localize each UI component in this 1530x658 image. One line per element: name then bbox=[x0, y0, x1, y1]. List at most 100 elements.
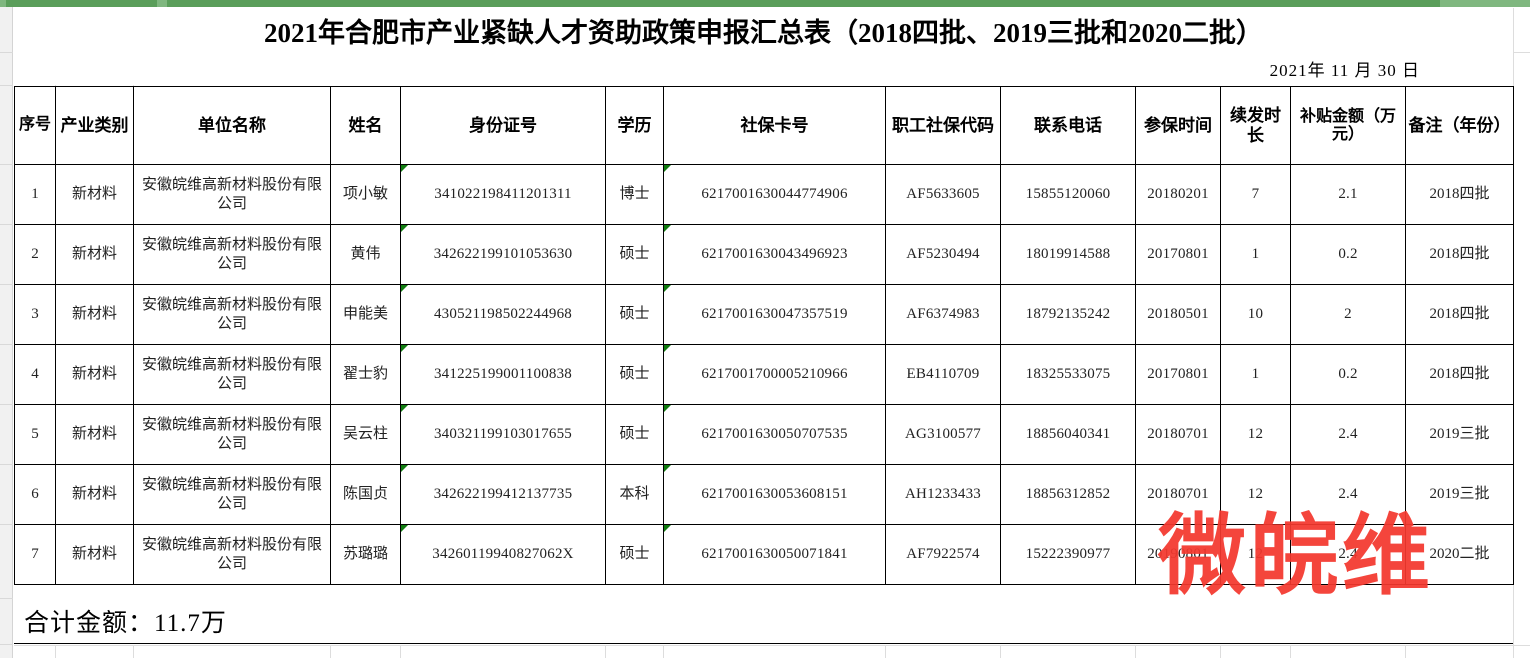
total-row: 合计金额：11.7万 bbox=[14, 598, 1513, 644]
cell-name: 申能美 bbox=[330, 284, 401, 345]
cell-industry: 新材料 bbox=[55, 284, 134, 345]
cell-duration: 10 bbox=[1220, 284, 1291, 345]
cell-insured-date: 20180201 bbox=[1135, 164, 1221, 225]
cell-phone: 18019914588 bbox=[1000, 224, 1136, 285]
cell-amount: 2.4 bbox=[1290, 404, 1406, 465]
report-title-cell: 2021年合肥市产业紧缺人才资助政策申报汇总表（2018四批、2019三批和20… bbox=[14, 8, 1513, 52]
cell-seq: 7 bbox=[14, 524, 56, 585]
cell-seq: 4 bbox=[14, 344, 56, 405]
cell-remark: 2018四批 bbox=[1405, 344, 1514, 405]
cell-warning-triangle-icon bbox=[664, 225, 671, 232]
cell-social-code: AF7922574 bbox=[885, 524, 1001, 585]
cell-card-number: 6217001700005210966 bbox=[663, 344, 886, 405]
cell-education: 硕士 bbox=[605, 224, 664, 285]
cell-warning-triangle-icon bbox=[664, 165, 671, 172]
cell-social-code: AF6374983 bbox=[885, 284, 1001, 345]
column-header-phone: 联系电话 bbox=[1000, 86, 1136, 165]
cell-name: 苏璐璐 bbox=[330, 524, 401, 585]
cell-duration: 7 bbox=[1220, 164, 1291, 225]
cell-industry: 新材料 bbox=[55, 224, 134, 285]
cell-amount: 2.4 bbox=[1290, 524, 1406, 585]
cell-phone: 18792135242 bbox=[1000, 284, 1136, 345]
cell-company: 安徽皖维高新材料股份有限公司 bbox=[133, 464, 331, 525]
cell-id-number: 341022198411201311 bbox=[400, 164, 606, 225]
cell-id-number: 341225199001100838 bbox=[400, 344, 606, 405]
table-header-row: 序号 产业类别 单位名称 姓名 身份证号 学历 社保卡号 职工社保代码 联系电话… bbox=[14, 86, 1514, 165]
cell-card-number: 6217001630053608151 bbox=[663, 464, 886, 525]
cell-card-number: 6217001630044774906 bbox=[663, 164, 886, 225]
page-title: 2021年合肥市产业紧缺人才资助政策申报汇总表（2018四批、2019三批和20… bbox=[264, 17, 1263, 48]
report-date: 2021年 11 月 30 日 bbox=[1269, 61, 1420, 80]
cell-company: 安徽皖维高新材料股份有限公司 bbox=[133, 164, 331, 225]
cell-phone: 15855120060 bbox=[1000, 164, 1136, 225]
table-row: 2 新材料 安徽皖维高新材料股份有限公司 黄伟 342622199101053630 硕士… bbox=[14, 224, 1514, 285]
column-header-remark: 备注（年份） bbox=[1405, 86, 1514, 165]
cell-duration: 12 bbox=[1220, 524, 1291, 585]
cell-education: 硕士 bbox=[605, 404, 664, 465]
cell-warning-triangle-icon bbox=[664, 285, 671, 292]
column-header-insured-date: 参保时间 bbox=[1135, 86, 1221, 165]
column-header-seq: 序号 bbox=[14, 86, 56, 165]
cell-education: 硕士 bbox=[605, 344, 664, 405]
cell-warning-triangle-icon bbox=[664, 345, 671, 352]
cell-duration: 12 bbox=[1220, 464, 1291, 525]
column-header-industry: 产业类别 bbox=[55, 86, 134, 165]
cell-social-code: AF5633605 bbox=[885, 164, 1001, 225]
grid-line bbox=[1000, 645, 1001, 658]
cell-card-number: 6217001630043496923 bbox=[663, 224, 886, 285]
table-row: 1 新材料 安徽皖维高新材料股份有限公司 项小敏 341022198411201311 博… bbox=[14, 164, 1514, 225]
cell-industry: 新材料 bbox=[55, 524, 134, 585]
cell-warning-triangle-icon bbox=[664, 465, 671, 472]
cell-id-number: 34260119940827062X bbox=[400, 524, 606, 585]
cell-insured-date: 20180501 bbox=[1135, 284, 1221, 345]
cell-remark: 2018四批 bbox=[1405, 224, 1514, 285]
cell-name: 项小敏 bbox=[330, 164, 401, 225]
cell-id-number: 430521198502244968 bbox=[400, 284, 606, 345]
total-amount-label: 合计金额：11.7万 bbox=[24, 609, 227, 637]
cell-remark: 2019三批 bbox=[1405, 404, 1514, 465]
cell-warning-triangle-icon bbox=[401, 285, 408, 292]
grid-line bbox=[1220, 645, 1221, 658]
cell-warning-triangle-icon bbox=[664, 525, 671, 532]
cell-social-code: AH1233433 bbox=[885, 464, 1001, 525]
cell-education: 本科 bbox=[605, 464, 664, 525]
summary-table: 序号 产业类别 单位名称 姓名 身份证号 学历 社保卡号 职工社保代码 联系电话… bbox=[14, 86, 1514, 585]
grid-line bbox=[663, 645, 664, 658]
grid-line bbox=[1290, 645, 1291, 658]
cell-amount: 2.4 bbox=[1290, 464, 1406, 525]
cell-warning-triangle-icon bbox=[401, 345, 408, 352]
app-accent-bar bbox=[0, 0, 1530, 7]
cell-industry: 新材料 bbox=[55, 164, 134, 225]
grid-line bbox=[330, 645, 331, 658]
column-header-amount: 补贴金额（万元） bbox=[1290, 86, 1406, 165]
cell-remark: 2018四批 bbox=[1405, 164, 1514, 225]
cell-remark: 2018四批 bbox=[1405, 284, 1514, 345]
cell-industry: 新材料 bbox=[55, 404, 134, 465]
cell-seq: 2 bbox=[14, 224, 56, 285]
column-header-id-number: 身份证号 bbox=[400, 86, 606, 165]
cell-social-code: EB4110709 bbox=[885, 344, 1001, 405]
cell-warning-triangle-icon bbox=[401, 525, 408, 532]
table-body: 1 新材料 安徽皖维高新材料股份有限公司 项小敏 341022198411201311 博… bbox=[14, 164, 1514, 585]
table-row: 4 新材料 安徽皖维高新材料股份有限公司 翟士豹 341225199001100838 硕… bbox=[14, 344, 1514, 405]
cell-warning-triangle-icon bbox=[401, 405, 408, 412]
cell-id-number: 342622199412137735 bbox=[400, 464, 606, 525]
cell-warning-triangle-icon bbox=[401, 225, 408, 232]
cell-duration: 12 bbox=[1220, 404, 1291, 465]
cell-insured-date: 20180701 bbox=[1135, 404, 1221, 465]
cell-seq: 1 bbox=[14, 164, 56, 225]
table-row: 3 新材料 安徽皖维高新材料股份有限公司 申能美 430521198502244968 硕… bbox=[14, 284, 1514, 345]
cell-seq: 5 bbox=[14, 404, 56, 465]
cell-warning-triangle-icon bbox=[401, 465, 408, 472]
cell-name: 黄伟 bbox=[330, 224, 401, 285]
cell-remark: 2019三批 bbox=[1405, 464, 1514, 525]
cell-education: 硕士 bbox=[605, 524, 664, 585]
cell-education: 硕士 bbox=[605, 284, 664, 345]
cell-insured-date: 20190801 bbox=[1135, 524, 1221, 585]
cell-warning-triangle-icon bbox=[401, 165, 408, 172]
cell-duration: 1 bbox=[1220, 224, 1291, 285]
cell-insured-date: 20170801 bbox=[1135, 344, 1221, 405]
cell-social-code: AG3100577 bbox=[885, 404, 1001, 465]
grid-line bbox=[133, 645, 134, 658]
